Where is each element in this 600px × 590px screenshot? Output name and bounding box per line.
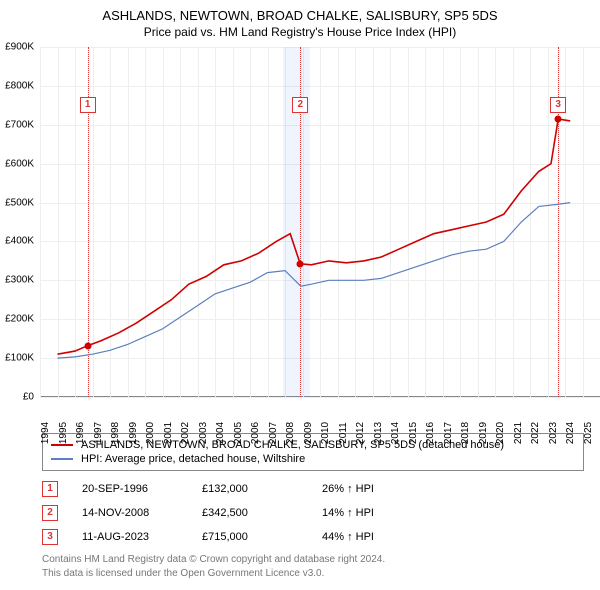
x-tick-label: 2012 <box>355 422 366 444</box>
x-tick-label: 2009 <box>303 422 314 444</box>
event-number: 2 <box>42 505 58 521</box>
event-row: 1 20-SEP-1996£132,00026% ↑ HPI <box>42 477 584 501</box>
x-tick-label: 2023 <box>548 422 559 444</box>
event-pct: 14% ↑ HPI <box>322 507 442 519</box>
event-row: 3 11-AUG-2023£715,00044% ↑ HPI <box>42 525 584 549</box>
x-tick-label: 2018 <box>460 422 471 444</box>
legend-label: HPI: Average price, detached house, Wilt… <box>81 453 305 465</box>
x-tick-label: 2021 <box>513 422 524 444</box>
footer: Contains HM Land Registry data © Crown c… <box>42 553 584 580</box>
y-tick-label: £100K <box>5 353 34 364</box>
x-tick-label: 2013 <box>373 422 384 444</box>
event-number: 1 <box>42 481 58 497</box>
event-pct: 26% ↑ HPI <box>322 483 442 495</box>
event-number: 3 <box>42 529 58 545</box>
y-tick-label: £900K <box>5 42 34 53</box>
y-axis: £0£100K£200K£300K£400K£500K£600K£700K£80… <box>0 47 36 397</box>
event-pct: 44% ↑ HPI <box>322 531 442 543</box>
x-tick-label: 2003 <box>198 422 209 444</box>
events-table: 1 20-SEP-1996£132,00026% ↑ HPI 2 14-NOV-200… <box>42 477 584 549</box>
x-tick-label: 2014 <box>390 422 401 444</box>
event-price: £715,000 <box>202 531 322 543</box>
x-tick-label: 2019 <box>478 422 489 444</box>
plot-region: 123 <box>40 47 600 397</box>
event-date: 11-AUG-2023 <box>82 531 202 543</box>
chart-svg <box>40 47 600 397</box>
event-row: 2 14-NOV-2008£342,50014% ↑ HPI <box>42 501 584 525</box>
x-tick-label: 1998 <box>110 422 121 444</box>
y-tick-label: £500K <box>5 197 34 208</box>
chart-title: ASHLANDS, NEWTOWN, BROAD CHALKE, SALISBU… <box>10 8 590 23</box>
x-tick-label: 2006 <box>250 422 261 444</box>
footer-line1: Contains HM Land Registry data © Crown c… <box>42 553 584 567</box>
event-date: 14-NOV-2008 <box>82 507 202 519</box>
x-tick-label: 2015 <box>408 422 419 444</box>
x-tick-label: 2002 <box>180 422 191 444</box>
y-tick-label: £400K <box>5 236 34 247</box>
x-tick-label: 2008 <box>285 422 296 444</box>
series-line <box>58 119 571 354</box>
legend-swatch <box>51 444 73 446</box>
x-tick-label: 1996 <box>75 422 86 444</box>
x-tick-label: 2011 <box>338 422 349 444</box>
y-tick-label: £0 <box>23 392 34 403</box>
chart-area: £0£100K£200K£300K£400K£500K£600K£700K£80… <box>40 47 600 397</box>
x-tick-label: 2000 <box>145 422 156 444</box>
y-tick-label: £600K <box>5 158 34 169</box>
event-date: 20-SEP-1996 <box>82 483 202 495</box>
x-tick-label: 1995 <box>58 422 69 444</box>
chart-subtitle: Price paid vs. HM Land Registry's House … <box>10 25 590 39</box>
x-tick-label: 2004 <box>215 422 226 444</box>
x-tick-label: 1994 <box>40 422 51 444</box>
x-tick-label: 2024 <box>565 422 576 444</box>
legend-row: HPI: Average price, detached house, Wilt… <box>51 452 575 466</box>
footer-line2: This data is licensed under the Open Gov… <box>42 567 584 581</box>
x-tick-label: 2005 <box>233 422 244 444</box>
x-tick-label: 2007 <box>268 422 279 444</box>
y-tick-label: £200K <box>5 314 34 325</box>
event-price: £342,500 <box>202 507 322 519</box>
y-tick-label: £300K <box>5 275 34 286</box>
legend-swatch <box>51 458 73 460</box>
x-tick-label: 2025 <box>583 422 594 444</box>
x-tick-label: 2001 <box>163 422 174 444</box>
series-line <box>58 203 571 359</box>
y-tick-label: £800K <box>5 80 34 91</box>
x-tick-label: 1997 <box>93 422 104 444</box>
x-tick-label: 1999 <box>128 422 139 444</box>
x-tick-label: 2022 <box>530 422 541 444</box>
x-tick-label: 2010 <box>320 422 331 444</box>
y-tick-label: £700K <box>5 119 34 130</box>
x-tick-label: 2017 <box>443 422 454 444</box>
x-tick-label: 2016 <box>425 422 436 444</box>
event-price: £132,000 <box>202 483 322 495</box>
x-tick-label: 2020 <box>495 422 506 444</box>
